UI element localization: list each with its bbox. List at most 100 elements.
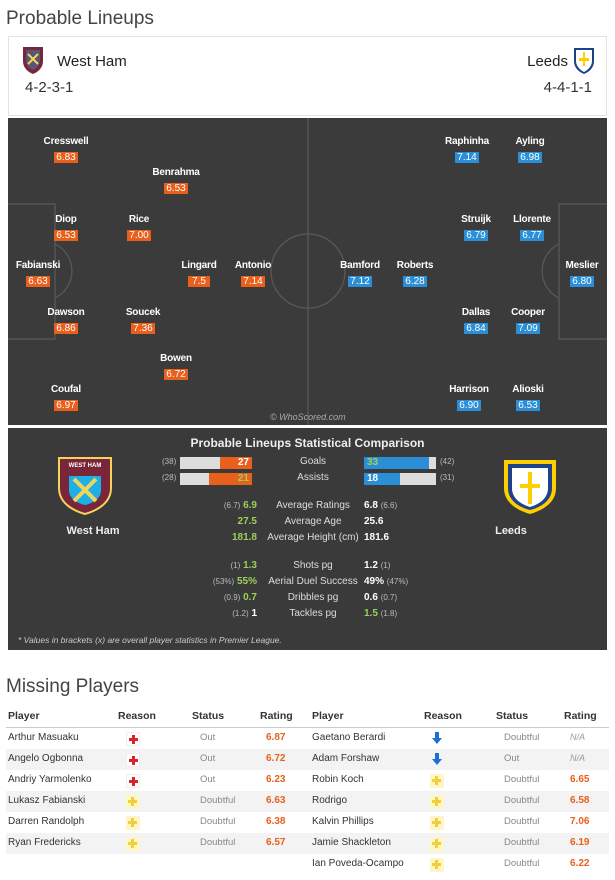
table-row: Ryan Fredericks Doubtful 6.57 xyxy=(6,833,309,854)
status: Doubtful xyxy=(200,795,236,806)
doubtful-icon xyxy=(430,774,444,788)
player-card[interactable]: Coufal 6.97 xyxy=(51,384,81,411)
player-card[interactable]: Antonio 7.14 xyxy=(234,260,272,287)
player-card[interactable]: Meslier 6.80 xyxy=(565,260,599,287)
doubtful-icon xyxy=(430,837,444,851)
player-name[interactable]: Lukasz Fabianski xyxy=(8,795,86,806)
player-name[interactable]: Arthur Masuaku xyxy=(8,732,79,743)
status: Out xyxy=(200,732,216,743)
player-name[interactable]: Darren Randolph xyxy=(8,816,85,827)
player-name[interactable]: Kalvin Phillips xyxy=(312,816,374,827)
rating: 6.23 xyxy=(266,774,286,785)
player-card[interactable]: Dallas 6.84 xyxy=(461,307,491,334)
player-card[interactable]: Cooper 7.09 xyxy=(511,307,545,334)
table-row: Kalvin Phillips Doubtful 7.06 xyxy=(306,812,609,833)
stat-row: (0.9) 0.7 Dribbles pg 0.6 (0.7) xyxy=(223,592,398,603)
lineup-pitch: Cresswell 6.83 Benrahma 6.53 Diop 6.53 Rice… xyxy=(8,118,607,425)
player-name[interactable]: Ryan Fredericks xyxy=(8,837,81,848)
home-formation: 4-2-3-1 xyxy=(25,79,74,96)
player-card[interactable]: Ayling 6.98 xyxy=(515,136,545,163)
player-name[interactable]: Jamie Shackleton xyxy=(312,837,391,848)
status: Out xyxy=(200,753,216,764)
player-card[interactable]: Struijk 6.79 xyxy=(461,214,491,241)
page-title: Probable Lineups xyxy=(6,8,154,29)
player-card[interactable]: Llorente 6.77 xyxy=(513,214,551,241)
player-card[interactable]: Lingard 7.5 xyxy=(181,260,217,287)
comparison-title: Probable Lineups Statistical Comparison xyxy=(190,436,425,450)
doubtful-icon xyxy=(126,795,140,809)
comparison-note: * Values in brackets (x) are overall pla… xyxy=(18,635,282,645)
stat-row: 181.8 Average Height (cm) 181.6 xyxy=(231,532,390,543)
stat-row: (1) 1.3 Shots pg 1.2 (1) xyxy=(230,560,391,571)
doubtful-icon xyxy=(126,816,140,830)
player-name[interactable]: Andriy Yarmolenko xyxy=(8,774,92,785)
player-name[interactable]: Angelo Ogbonna xyxy=(8,753,84,764)
west-ham-crest-icon: WEST HAM xyxy=(58,457,112,516)
doubtful-icon xyxy=(126,837,140,851)
assists-row: (28) 21 Assists 18 (31) xyxy=(162,472,455,485)
rating: 6.87 xyxy=(266,732,286,743)
player-card[interactable]: Fabianski 6.63 xyxy=(15,260,61,287)
comparison-away-name: Leeds xyxy=(495,525,527,537)
watermark: © WhoScored.com xyxy=(270,412,346,422)
player-name[interactable]: Robin Koch xyxy=(312,774,364,785)
west-ham-crest-icon xyxy=(23,47,43,74)
stat-row: (1.2) 1 Tackles pg 1.5 (1.8) xyxy=(232,608,398,619)
suspension-arrow-icon xyxy=(432,753,442,765)
doubtful-icon xyxy=(430,816,444,830)
player-card[interactable]: Bowen 6.72 xyxy=(160,353,192,380)
player-card[interactable]: Diop 6.53 xyxy=(54,214,78,241)
leeds-crest-icon xyxy=(504,460,556,514)
table-row: Ian Poveda-Ocampo Doubtful 6.22 xyxy=(306,854,609,875)
player-name[interactable]: Ian Poveda-Ocampo xyxy=(312,858,404,869)
status: Doubtful xyxy=(504,795,540,806)
away-assists-bar: 18 xyxy=(364,473,436,485)
table-header: Player Reason Status Rating xyxy=(6,706,309,728)
rating: 6.63 xyxy=(266,795,286,806)
player-name[interactable]: Adam Forshaw xyxy=(312,753,380,764)
rating: 6.72 xyxy=(266,753,286,764)
table-row: Adam Forshaw Out N/A xyxy=(306,749,609,770)
player-name[interactable]: Rodrigo xyxy=(312,795,348,806)
player-card[interactable]: Benrahma 6.53 xyxy=(152,167,200,194)
away-missing-table: Player Reason Status Rating Gaetano Bera… xyxy=(306,706,609,875)
status: Doubtful xyxy=(504,732,540,743)
rating: 6.58 xyxy=(570,795,590,806)
doubtful-icon xyxy=(430,858,444,872)
away-team-name[interactable]: Leeds xyxy=(527,53,568,70)
goals-row: (38) 27 Goals 33 (42) xyxy=(162,456,455,469)
doubtful-icon xyxy=(430,795,444,809)
rating: 6.38 xyxy=(266,816,286,827)
away-goals-bar: 33 xyxy=(364,457,436,469)
player-card[interactable]: Rice 7.00 xyxy=(127,214,151,241)
injury-cross-icon xyxy=(126,774,140,788)
rating: 7.06 xyxy=(570,816,590,827)
player-name[interactable]: Gaetano Berardi xyxy=(312,732,386,743)
player-card[interactable]: Alioski 6.53 xyxy=(512,384,544,411)
status: Doubtful xyxy=(504,774,540,785)
status: Doubtful xyxy=(504,816,540,827)
player-card[interactable]: Soucek 7.36 xyxy=(125,307,161,334)
comparison-home-name: West Ham xyxy=(66,525,120,537)
player-card[interactable]: Cresswell 6.83 xyxy=(43,136,89,163)
teams-header: West Ham 4-2-3-1 Leeds 4-4-1-1 xyxy=(8,36,607,116)
player-card[interactable]: Raphinha 7.14 xyxy=(445,136,489,163)
table-row: Lukasz Fabianski Doubtful 6.63 xyxy=(6,791,309,812)
rating: 6.22 xyxy=(570,858,590,869)
away-formation: 4-4-1-1 xyxy=(543,79,592,96)
table-row: Robin Koch Doubtful 6.65 xyxy=(306,770,609,791)
status: Out xyxy=(200,774,216,785)
statistical-comparison: Probable Lineups Statistical Comparison … xyxy=(8,428,607,650)
rating: N/A xyxy=(570,753,586,763)
table-row: Jamie Shackleton Doubtful 6.19 xyxy=(306,833,609,854)
table-row: Arthur Masuaku Out 6.87 xyxy=(6,728,309,749)
home-team-name[interactable]: West Ham xyxy=(57,53,127,70)
player-card[interactable]: Harrison 6.90 xyxy=(449,384,489,411)
rating: 6.65 xyxy=(570,774,590,785)
player-card[interactable]: Dawson 6.86 xyxy=(47,307,85,334)
status: Doubtful xyxy=(504,858,540,869)
table-row: Rodrigo Doubtful 6.58 xyxy=(306,791,609,812)
player-card[interactable]: Bamford 7.12 xyxy=(340,260,380,287)
missing-players-title: Missing Players xyxy=(6,676,140,697)
player-card[interactable]: Roberts 6.28 xyxy=(396,260,434,287)
